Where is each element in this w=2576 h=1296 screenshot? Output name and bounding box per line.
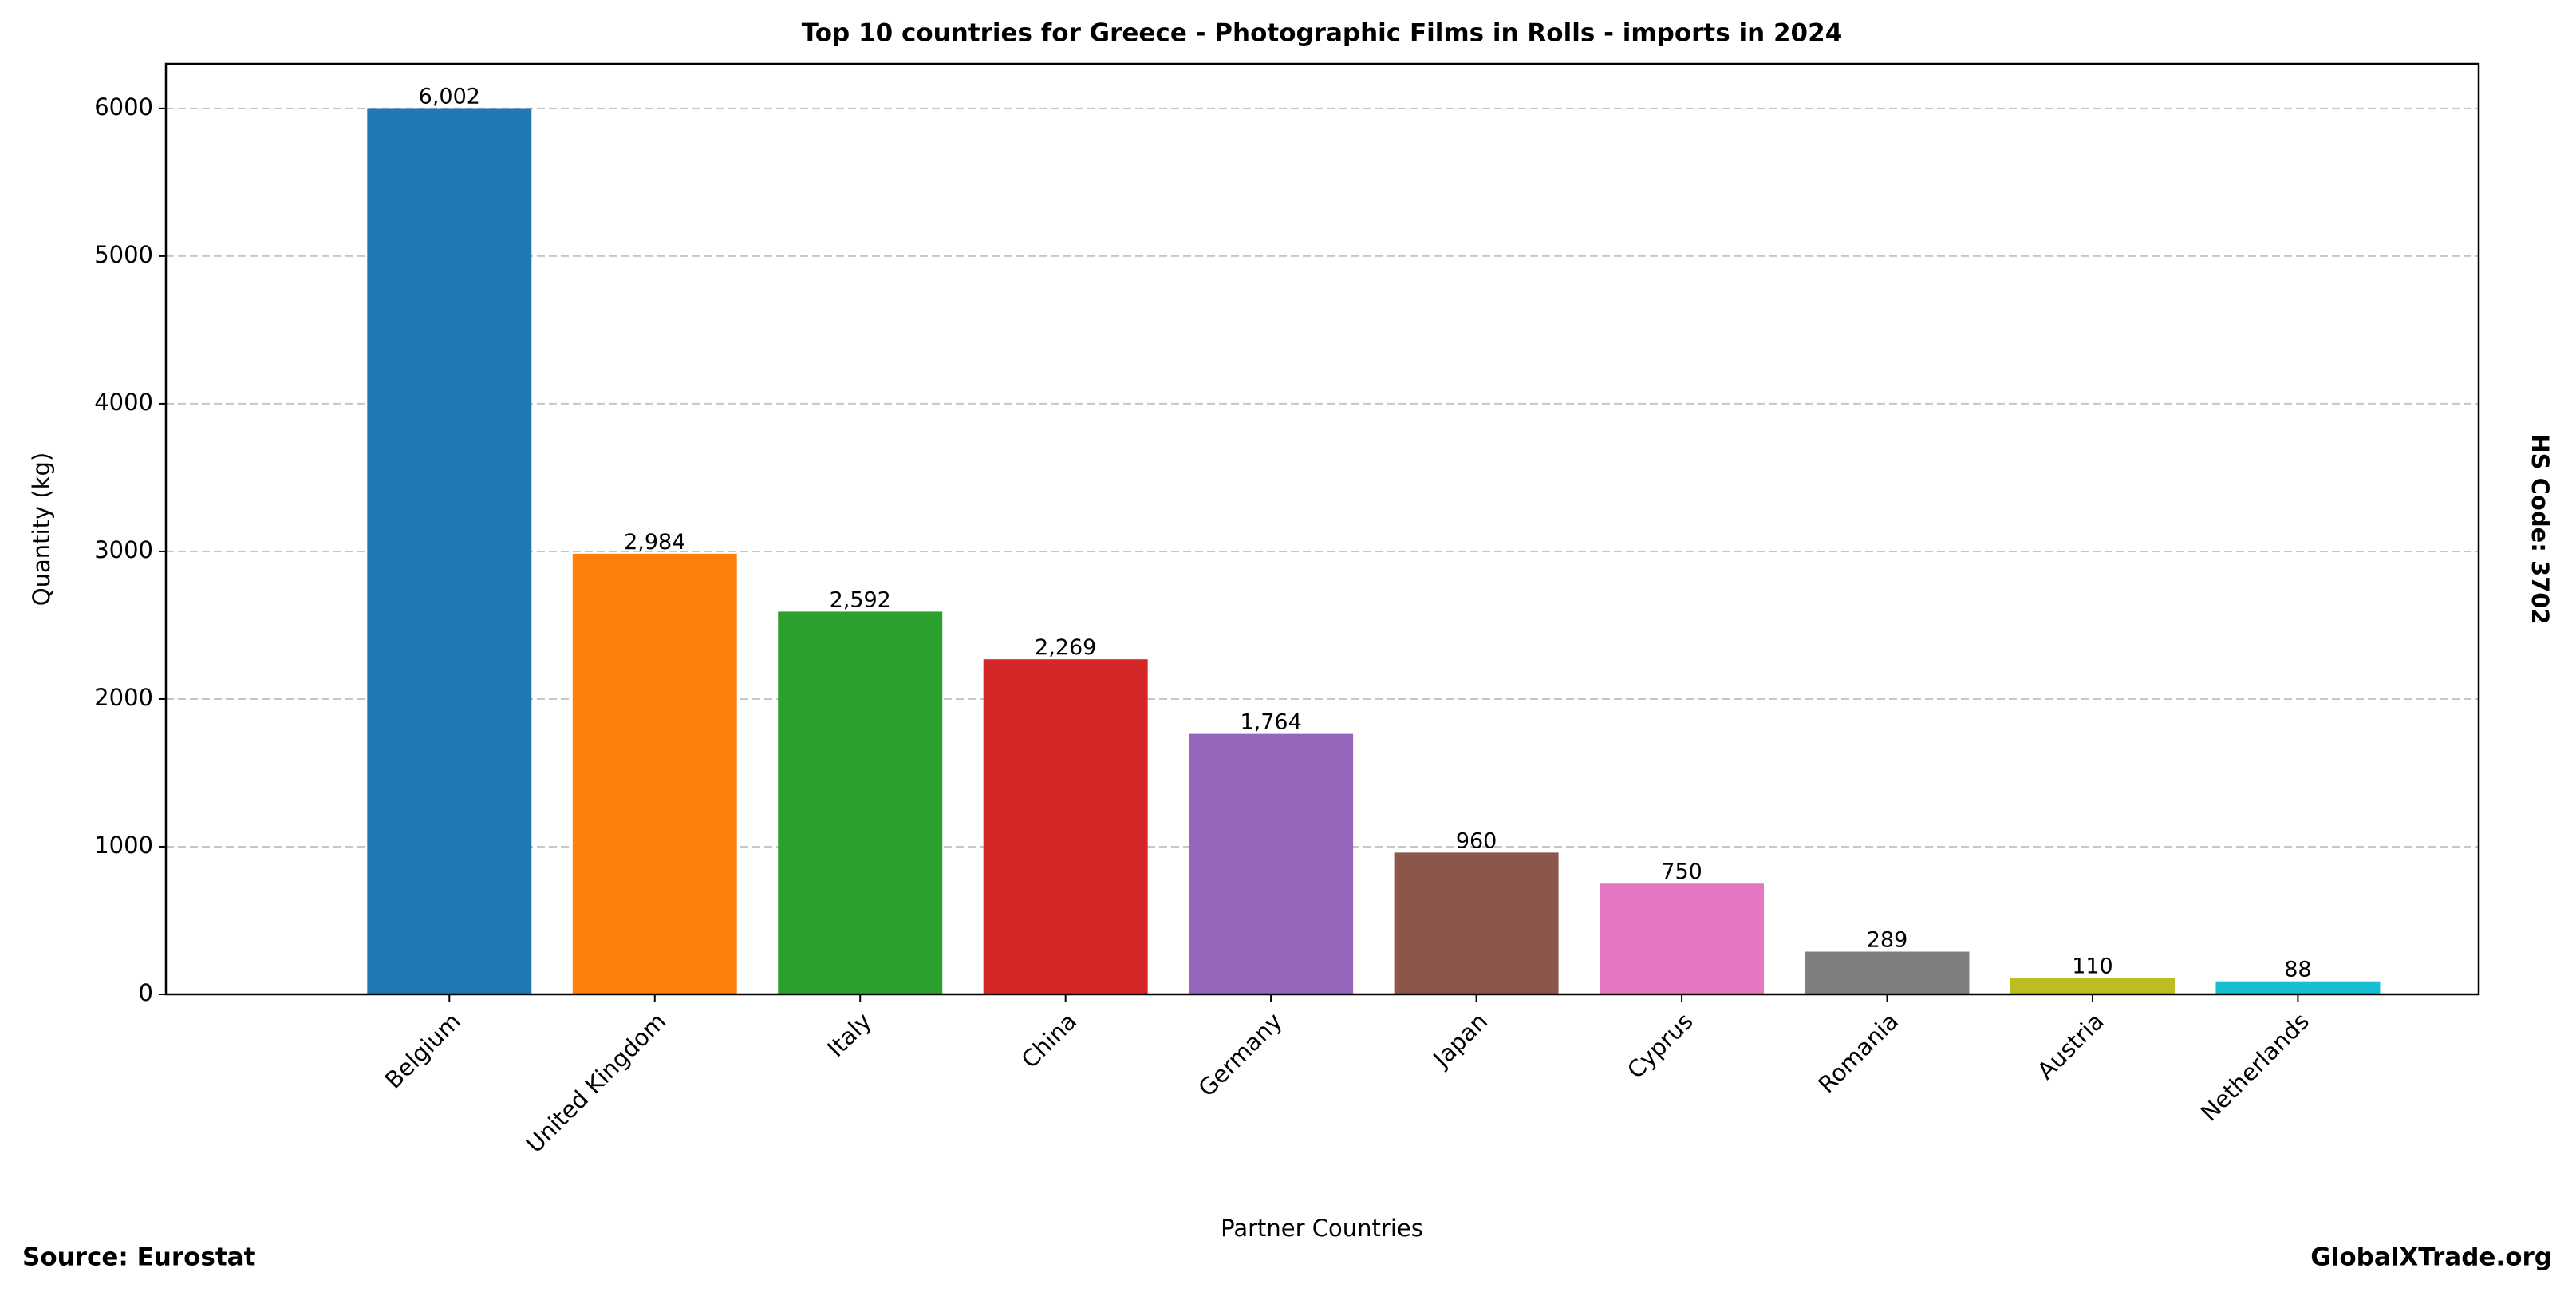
y-tick-label: 4000	[94, 389, 153, 416]
bar	[983, 659, 1148, 994]
value-label: 750	[1661, 859, 1702, 884]
bar	[1600, 883, 1765, 994]
bar	[572, 553, 737, 994]
bar	[1805, 951, 1970, 994]
bar	[2215, 981, 2381, 994]
bar	[2010, 978, 2175, 994]
y-tick-label: 3000	[94, 536, 153, 563]
value-label: 289	[1867, 928, 1908, 953]
bar	[367, 108, 532, 994]
brand: GlobalXTrade.org	[2310, 1243, 2552, 1272]
y-tick-label: 0	[139, 979, 153, 1006]
value-label: 6,002	[419, 85, 480, 109]
y-tick-label: 5000	[94, 241, 153, 268]
value-label: 1,764	[1240, 710, 1301, 735]
value-label: 2,269	[1035, 635, 1096, 660]
source: Source: Eurostat	[22, 1243, 256, 1272]
value-label: 2,592	[830, 587, 891, 612]
y-axis-label: Quantity (kg)	[28, 452, 55, 606]
y-tick-label: 6000	[94, 93, 153, 121]
value-label: 110	[2072, 954, 2113, 979]
value-label: 88	[2284, 958, 2311, 982]
y-tick-label: 1000	[94, 832, 153, 859]
x-axis-label: Partner Countries	[1221, 1215, 1423, 1242]
value-label: 2,984	[624, 530, 685, 555]
bar	[1394, 852, 1559, 994]
y-tick-label: 2000	[94, 684, 153, 711]
bar	[1189, 733, 1354, 994]
chart-title: Top 10 countries for Greece - Photograph…	[802, 19, 1843, 48]
value-label: 960	[1456, 828, 1497, 853]
bar	[778, 611, 943, 994]
side-note: HS Code: 3702	[2527, 433, 2554, 624]
plot-frame	[164, 62, 2480, 996]
